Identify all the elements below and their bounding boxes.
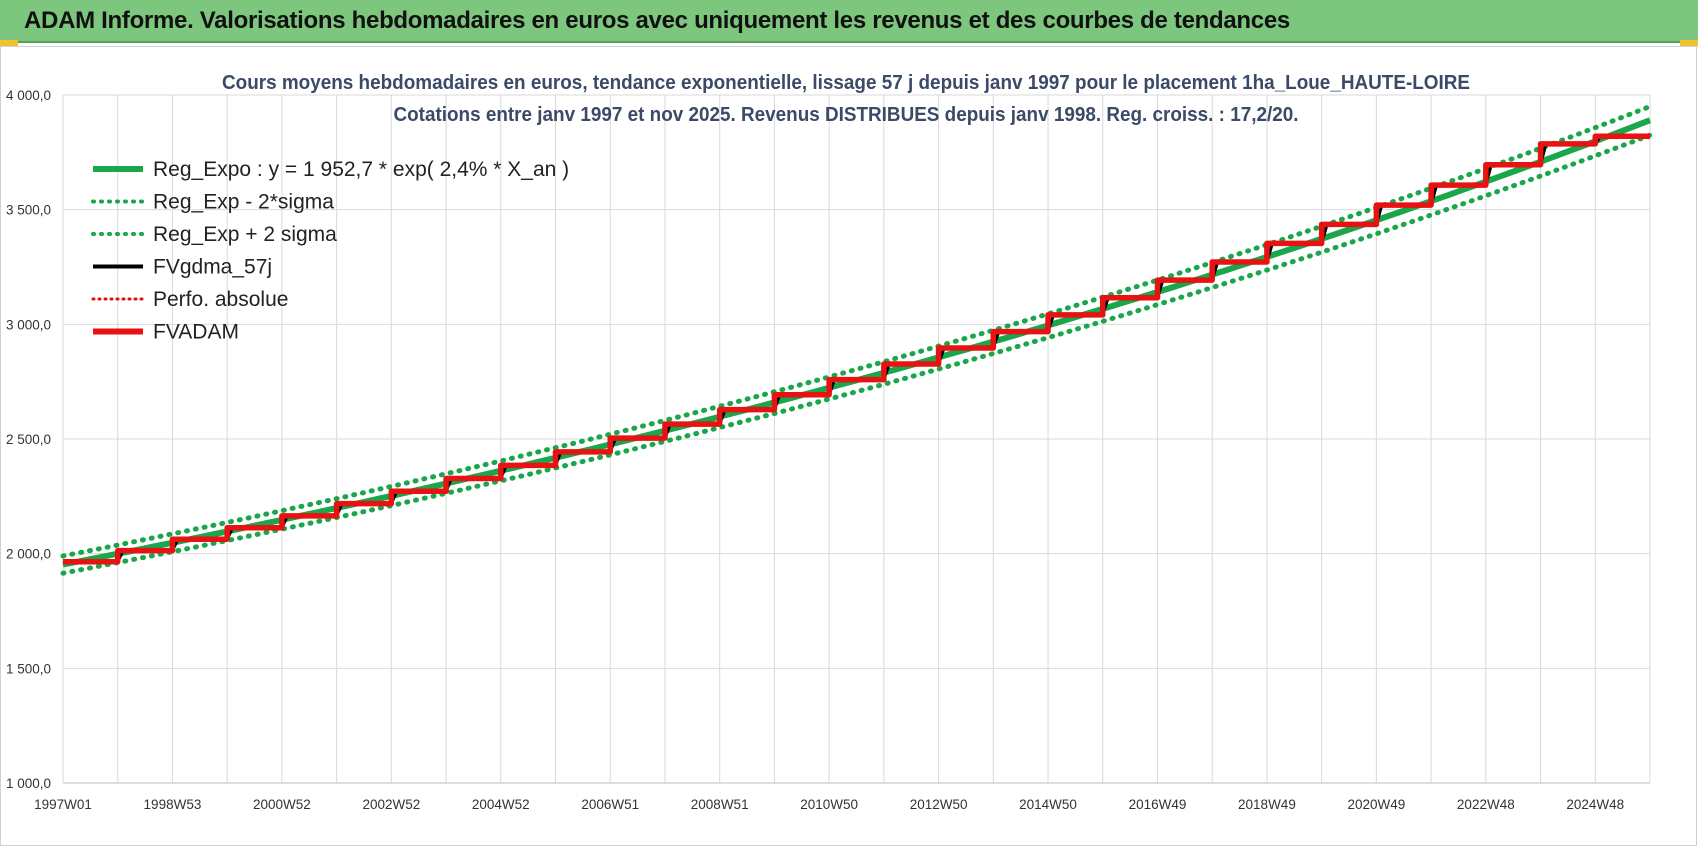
grid (62, 94, 1651, 784)
x-tick-label: 1998W53 (144, 797, 202, 812)
chart-title-line: Cotations entre janv 1997 et nov 2025. R… (394, 104, 1299, 126)
legend-label: Perfo. absolue (153, 288, 288, 311)
x-tick-label: 2022W48 (1457, 797, 1515, 812)
x-tick-label: 2002W52 (362, 797, 420, 812)
legend-label: Reg_Exp + 2 sigma (153, 223, 337, 246)
y-tick-label: 2 500,0 (6, 432, 51, 447)
series-reg-expo (62, 117, 1652, 568)
y-tick-label: 3 000,0 (6, 317, 51, 332)
legend-label: Reg_Expo : y = 1 952,7 * exp( 2,4% * X_a… (153, 158, 569, 181)
y-tick-label: 4 000,0 (6, 88, 51, 103)
y-tick-label: 2 000,0 (6, 547, 51, 562)
x-tick-label: 2024W48 (1566, 797, 1624, 812)
x-tick-label: 2000W52 (253, 797, 311, 812)
page-title: ADAM Informe. Valorisations hebdomadaire… (24, 7, 1290, 34)
series-reg-exp-minus-2sigma (60, 132, 1653, 576)
header-banner: ADAM Informe. Valorisations hebdomadaire… (0, 0, 1698, 43)
corner-marker-left (0, 40, 18, 46)
x-tick-label: 2012W50 (910, 797, 968, 812)
legend-label: FVgdma_57j (153, 256, 272, 279)
legend-label: Reg_Exp - 2*sigma (153, 191, 334, 214)
series-group (60, 104, 1653, 576)
y-tick-label: 3 500,0 (6, 203, 51, 218)
legend-label: FVADAM (153, 321, 239, 344)
chart-frame: Cours moyens hebdomadaires en euros, ten… (0, 46, 1697, 846)
line-chart: Cours moyens hebdomadaires en euros, ten… (6, 72, 1653, 812)
x-tick-label: 2010W50 (800, 797, 858, 812)
x-tick-label: 2008W51 (691, 797, 749, 812)
legend: Reg_Expo : y = 1 952,7 * exp( 2,4% * X_a… (91, 158, 569, 344)
chart-title-line: Cours moyens hebdomadaires en euros, ten… (222, 72, 1470, 94)
chart-title: Cours moyens hebdomadaires en euros, ten… (222, 72, 1470, 126)
y-tick-label: 1 000,0 (6, 776, 51, 791)
x-tick-label: 2014W50 (1019, 797, 1077, 812)
x-tick-label: 2006W51 (581, 797, 639, 812)
corner-marker-right (1680, 40, 1698, 46)
y-tick-label: 1 500,0 (6, 661, 51, 676)
x-tick-label: 2016W49 (1129, 797, 1187, 812)
x-tick-label: 1997W01 (34, 797, 92, 812)
x-tick-label: 2020W49 (1347, 797, 1405, 812)
series-fvadam (63, 133, 1650, 565)
axes: 1 000,0 1 500,0 2 000,0 2 500,0 3 000,0 3 500… (6, 88, 1650, 812)
x-tick-label: 2018W49 (1238, 797, 1296, 812)
x-tick-label: 2004W52 (472, 797, 530, 812)
